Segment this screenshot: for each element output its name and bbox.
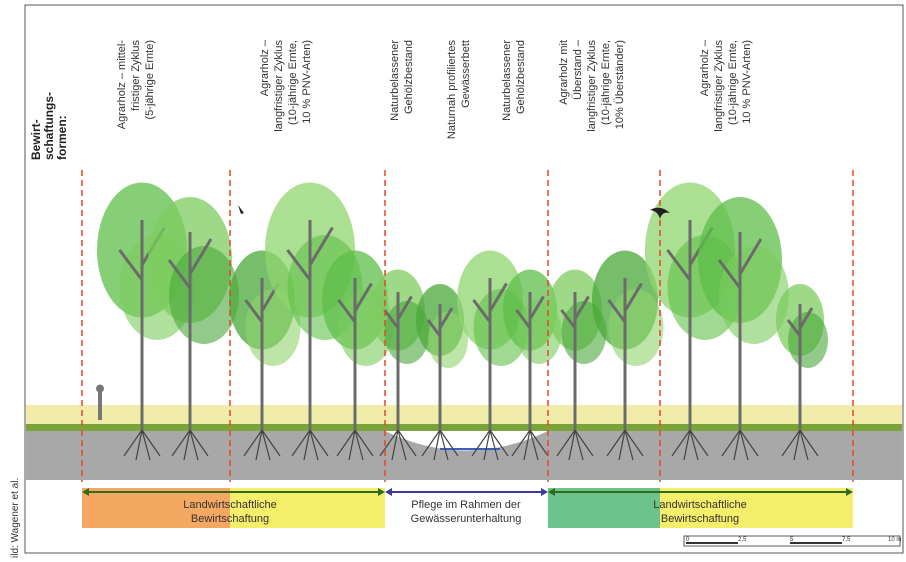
column-label: (5-jährige Ernte) bbox=[144, 40, 156, 119]
column-label: 10% Überständer) bbox=[614, 40, 626, 129]
column-label: Agrarholz mit bbox=[558, 40, 570, 105]
scale-seg bbox=[790, 542, 842, 544]
column-label: Gehölzbestand bbox=[403, 40, 415, 114]
column-label: Agrarholz – bbox=[699, 39, 711, 96]
column-label: 10 % PNV-Arten) bbox=[741, 40, 753, 124]
column-label: langfristiger Zyklus bbox=[713, 40, 725, 132]
column-label: (10-jährige Ernte, bbox=[727, 40, 739, 125]
band-label: Gewässerunterhaltung bbox=[411, 513, 522, 525]
scale-label: 7,5 bbox=[842, 537, 851, 543]
column-label: Überstand – bbox=[572, 39, 584, 100]
header-line: Bewirt- bbox=[29, 119, 43, 160]
scale-label: 2,5 bbox=[738, 537, 747, 543]
column-label: langfristiger Zyklus bbox=[586, 40, 598, 132]
crown bbox=[788, 312, 828, 368]
diagram: Bewirt-schaftungs-formen: Agrarholz – mit… bbox=[0, 0, 906, 562]
crown bbox=[169, 246, 239, 344]
column-label: Naturbelassener bbox=[501, 40, 513, 121]
column-label: fristiger Zyklus bbox=[130, 40, 142, 111]
grass bbox=[26, 424, 902, 431]
column-label: (10-jährige Ernte, bbox=[600, 40, 612, 125]
band-label: Bewirtschaftung bbox=[191, 513, 269, 525]
band-label: Bewirtschaftung bbox=[661, 513, 739, 525]
column-label: Agrarholz – mittel- bbox=[116, 40, 128, 130]
crown bbox=[609, 289, 664, 366]
credit: ild: Wagener et al. bbox=[10, 478, 21, 558]
column-label: Naturbelassener bbox=[389, 40, 401, 121]
column-label: Gewässerbett bbox=[460, 40, 472, 108]
header-line: formen: bbox=[55, 115, 69, 160]
column-label: 10 % PNV-Arten) bbox=[301, 40, 313, 124]
header-line: schaftungs- bbox=[42, 92, 56, 160]
band-label: Landwirtschaftliche bbox=[183, 499, 277, 511]
scale-seg bbox=[686, 542, 738, 544]
scale-label: 10 m bbox=[888, 537, 901, 543]
column-label: langfristiger Zyklus bbox=[273, 40, 285, 132]
band-label: Pflege im Rahmen der bbox=[411, 499, 521, 511]
column-label: Naturnah profiliertes bbox=[446, 40, 458, 140]
band-label: Landwirtschaftliche bbox=[653, 499, 747, 511]
band-green bbox=[548, 488, 660, 528]
column-label: (10-jährige Ernte, bbox=[287, 40, 299, 125]
column-label: Agrarholz – bbox=[259, 39, 271, 96]
column-label: Gehölzbestand bbox=[515, 40, 527, 114]
